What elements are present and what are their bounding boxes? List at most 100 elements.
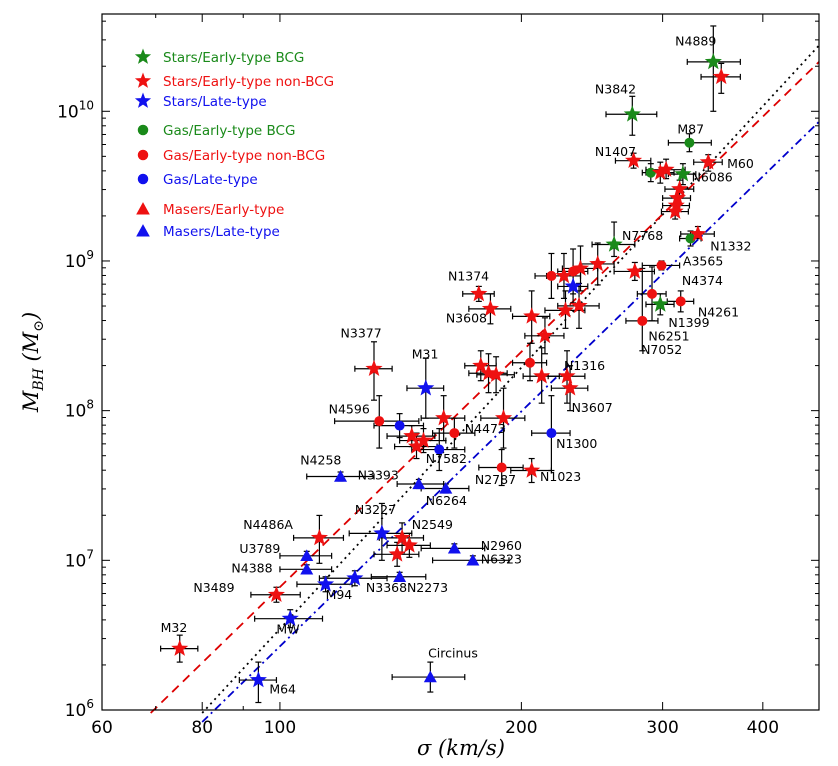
- y-tick-label: 109: [65, 248, 94, 272]
- data-point-star: [571, 259, 590, 276]
- data-point-star: [626, 262, 644, 279]
- galaxy-label: M32: [161, 620, 188, 635]
- galaxy-label: N2960: [481, 538, 522, 553]
- galaxy-label: N4889: [675, 33, 716, 48]
- data-point-star: [666, 202, 684, 219]
- galaxy-label: N6251: [648, 328, 689, 343]
- galaxy-label: N3368: [366, 580, 407, 595]
- legend-marker-triangle: [136, 224, 150, 237]
- legend-marker-star: [134, 92, 152, 108]
- x-tick-label: 100: [264, 718, 296, 738]
- x-tick-label: 200: [505, 718, 537, 738]
- data-point-star: [667, 196, 685, 213]
- galaxy-label: N3607: [572, 400, 613, 415]
- data-point-star: [472, 356, 490, 373]
- data-point-star: [281, 609, 299, 626]
- data-point-circle: [647, 288, 658, 299]
- galaxy-label: N2549: [412, 517, 453, 532]
- legend-marker-triangle: [136, 202, 150, 215]
- galaxy-label: N3393: [358, 467, 399, 482]
- data-point-star: [657, 160, 675, 177]
- data-point-star: [171, 639, 189, 656]
- x-tick-label: 400: [747, 718, 779, 738]
- legend-marker-circle: [137, 173, 149, 185]
- data-point-star: [712, 67, 730, 85]
- galaxy-label: M64: [269, 682, 296, 697]
- galaxy-label: N1316: [564, 358, 605, 373]
- galaxy-label: N7768: [622, 228, 663, 243]
- galaxy-label: N4258: [300, 453, 341, 468]
- data-point-triangle: [423, 670, 437, 683]
- axis-ticks: 60 80 100 200 300 400 106 107 108 109 1010: [57, 14, 819, 738]
- galaxy-label: N4473: [465, 421, 506, 436]
- data-point-circle: [449, 428, 460, 439]
- galaxy-label: N7052: [641, 342, 682, 357]
- data-point-circle: [656, 260, 667, 271]
- data-point-star: [623, 105, 641, 122]
- x-tick-label: 60: [91, 718, 113, 738]
- data-point-triangle: [334, 470, 348, 482]
- data-point-star: [651, 163, 669, 180]
- galaxy-label: N4596: [329, 402, 370, 417]
- legend-entry: Gas/Late-type: [163, 172, 258, 188]
- legend-marker-circle: [137, 124, 149, 136]
- galaxy-label: N4261: [698, 304, 739, 319]
- galaxy-label: N6086: [692, 170, 733, 185]
- data-point-circle: [496, 462, 507, 473]
- data-points: [171, 52, 730, 688]
- legend-entry: Gas/Early-type BCG: [163, 123, 295, 139]
- y-tick-label: 107: [65, 547, 94, 571]
- data-point-star: [671, 180, 689, 197]
- legend-entry: Gas/Early-type non-BCG: [163, 148, 325, 164]
- legend: Stars/Early-type BCG Stars/Early-type non…: [134, 48, 334, 240]
- data-point-star: [310, 528, 328, 546]
- galaxy-label: N1332: [710, 238, 751, 253]
- legend-marker-star: [134, 48, 152, 64]
- galaxy-label: MW: [276, 622, 299, 637]
- legend-entry: Stars/Late-type: [163, 94, 267, 110]
- data-point-star: [555, 266, 573, 284]
- svg-text:MBH (M⊙): MBH (M⊙): [19, 312, 47, 413]
- data-point-circle: [684, 137, 695, 148]
- y-tick-label: 106: [65, 697, 94, 721]
- data-point-star: [561, 379, 579, 396]
- galaxy-label: U3789: [239, 541, 280, 556]
- data-point-circle: [637, 315, 648, 326]
- data-point-star: [267, 585, 285, 602]
- galaxy-label: N4374: [682, 273, 723, 288]
- data-point-star: [556, 301, 575, 318]
- data-point-star: [400, 536, 418, 553]
- data-point-star: [407, 437, 426, 454]
- data-point-star: [317, 575, 335, 592]
- legend-entry: Stars/Early-type non-BCG: [163, 74, 334, 90]
- legend-entry: Masers/Late-type: [163, 224, 280, 240]
- galaxy-label: M31: [412, 346, 439, 361]
- y-tick-label: 108: [65, 398, 94, 422]
- data-point-star: [536, 326, 554, 344]
- data-point-star: [414, 431, 432, 448]
- data-point-circle: [645, 167, 656, 178]
- galaxy-label: N2273: [407, 580, 448, 595]
- data-point-star: [470, 284, 488, 302]
- plot-frame: [101, 13, 820, 711]
- fit-line-dotted: [201, 44, 820, 714]
- data-point-star: [523, 307, 541, 324]
- data-point-star: [564, 277, 582, 294]
- data-point-star: [393, 528, 411, 546]
- galaxy-label: M87: [677, 122, 704, 137]
- galaxy-label: N1023: [540, 469, 581, 484]
- legend-marker-circle: [137, 149, 149, 161]
- data-point-star: [523, 461, 541, 478]
- data-point-star: [417, 379, 435, 396]
- data-point-circle: [394, 420, 405, 431]
- data-point-star: [704, 52, 722, 70]
- y-axis-title: MBH (M⊙): [19, 312, 47, 413]
- data-point-star: [487, 365, 505, 382]
- data-point-star: [625, 151, 643, 168]
- galaxy-label: N7582: [426, 451, 467, 466]
- x-tick-label: 80: [191, 718, 213, 738]
- data-point-star: [249, 671, 267, 688]
- galaxy-label: N4486A: [243, 517, 293, 532]
- y-tick-label: 1010: [57, 98, 94, 122]
